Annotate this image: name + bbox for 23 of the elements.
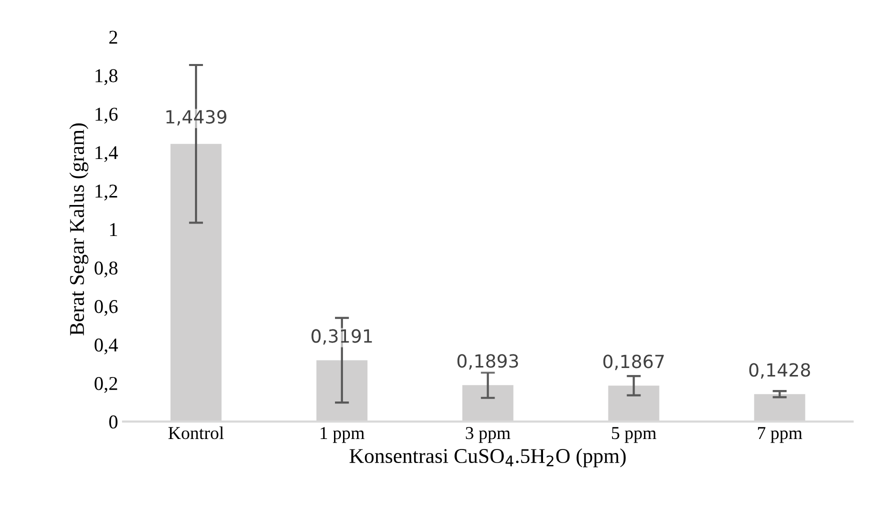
data-label: 0,1428 [749, 363, 810, 379]
y-tick-label: 1,4 [96, 146, 118, 162]
data-label: 1,4439 [166, 110, 226, 126]
data-label: 0,3191 [312, 329, 372, 345]
y-tick-label: 1 [110, 223, 118, 236]
y-tick-label: 1,8 [96, 69, 118, 86]
y-axis-title: Berat Segar Kalus (gram) [69, 123, 88, 336]
x-tick-label: Kontrol [168, 426, 224, 440]
y-tick-label: 0 [109, 415, 118, 429]
x-axis-title: Konsentrasi CuSO$_{4}$.5H$_{2}$O (ppm) [350, 448, 626, 468]
y-tick-label: 0,8 [94, 262, 118, 278]
x-tick-label: 1 ppm [320, 427, 364, 443]
x-tick-label: 7 ppm [758, 427, 802, 443]
y-tick-label: 0,4 [94, 338, 118, 354]
y-tick-label: 1,2 [96, 184, 118, 201]
y-tick-label: 0,6 [94, 300, 118, 316]
y-tick-label: 1,6 [96, 108, 118, 124]
x-tick-label: 3 ppm [466, 427, 510, 443]
x-tick-label: 5 ppm [612, 427, 656, 443]
data-label: 0,1893 [457, 354, 518, 370]
y-tick-label: 0,2 [94, 376, 118, 393]
data-label: 0,1867 [603, 354, 664, 370]
y-tick-label: 2 [109, 30, 118, 44]
